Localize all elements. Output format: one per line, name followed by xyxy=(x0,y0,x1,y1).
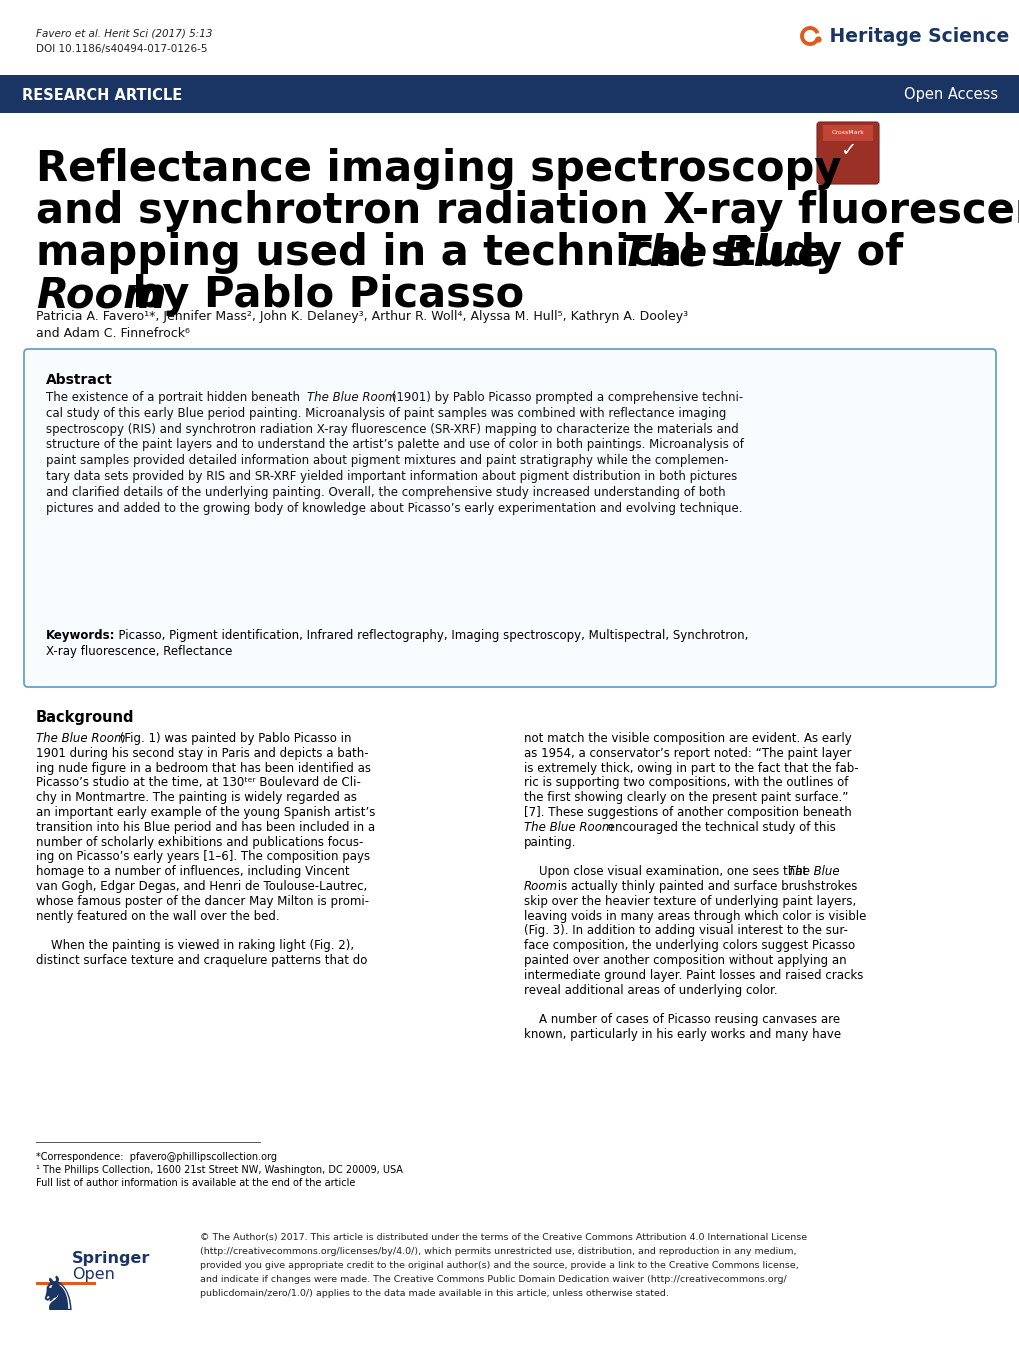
Text: structure of the paint layers and to understand the artist’s palette and use of : structure of the paint layers and to und… xyxy=(46,439,743,451)
Text: The Blue Room: The Blue Room xyxy=(524,821,612,833)
Text: Background: Background xyxy=(36,710,135,725)
Bar xyxy=(822,125,872,141)
Text: an important early example of the young Spanish artist’s: an important early example of the young … xyxy=(36,806,375,818)
Text: The Blue: The Blue xyxy=(788,866,839,878)
Text: (1901) by Pablo Picasso prompted a comprehensive techni-: (1901) by Pablo Picasso prompted a compr… xyxy=(387,392,743,404)
Text: tary data sets provided by RIS and SR-XRF yielded important information about pi: tary data sets provided by RIS and SR-XR… xyxy=(46,470,737,482)
Text: ing nude figure in a bedroom that has been identified as: ing nude figure in a bedroom that has be… xyxy=(36,762,371,775)
Text: A number of cases of Picasso reusing canvases are: A number of cases of Picasso reusing can… xyxy=(524,1014,840,1026)
Bar xyxy=(36,1282,96,1285)
Text: painted over another composition without applying an: painted over another composition without… xyxy=(524,954,846,967)
Text: The Blue Room: The Blue Room xyxy=(36,732,125,745)
Text: and clarified details of the underlying painting. Overall, the comprehensive stu: and clarified details of the underlying … xyxy=(46,486,725,499)
Text: Patricia A. Favero¹*, Jennifer Mass², John K. Delaney³, Arthur R. Woll⁴, Alyssa : Patricia A. Favero¹*, Jennifer Mass², Jo… xyxy=(36,310,688,322)
Text: whose famous poster of the dancer May Milton is promi-: whose famous poster of the dancer May Mi… xyxy=(36,894,369,908)
Text: encouraged the technical study of this: encouraged the technical study of this xyxy=(603,821,835,833)
Text: Upon close visual examination, one sees that: Upon close visual examination, one sees … xyxy=(524,866,810,878)
Text: homage to a number of influences, including Vincent: homage to a number of influences, includ… xyxy=(36,866,350,878)
Text: paint samples provided detailed information about pigment mixtures and paint str: paint samples provided detailed informat… xyxy=(46,454,728,467)
Text: skip over the heavier texture of underlying paint layers,: skip over the heavier texture of underly… xyxy=(524,894,855,908)
Text: cal study of this early Blue period painting. Microanalysis of paint samples was: cal study of this early Blue period pain… xyxy=(46,406,726,420)
Text: Open: Open xyxy=(72,1267,115,1282)
Text: and synchrotron radiation X-ray fluorescence: and synchrotron radiation X-ray fluoresc… xyxy=(36,190,1019,232)
Text: ric is supporting two compositions, with the outlines of: ric is supporting two compositions, with… xyxy=(524,776,848,790)
Text: chy in Montmartre. The painting is widely regarded as: chy in Montmartre. The painting is widel… xyxy=(36,791,357,805)
Text: number of scholarly exhibitions and publications focus-: number of scholarly exhibitions and publ… xyxy=(36,836,363,848)
Text: pictures and added to the growing body of knowledge about Picasso’s early experi: pictures and added to the growing body o… xyxy=(46,501,742,515)
Text: (Fig. 3). In addition to adding visual interest to the sur-: (Fig. 3). In addition to adding visual i… xyxy=(524,924,847,938)
Text: X-ray fluorescence, Reflectance: X-ray fluorescence, Reflectance xyxy=(46,645,232,659)
Text: When the painting is viewed in raking light (Fig. 2),: When the painting is viewed in raking li… xyxy=(36,939,354,953)
Text: van Gogh, Edgar Degas, and Henri de Toulouse-Lautrec,: van Gogh, Edgar Degas, and Henri de Toul… xyxy=(36,879,367,893)
Text: the first showing clearly on the present paint surface.”: the first showing clearly on the present… xyxy=(524,791,848,805)
Text: and indicate if changes were made. The Creative Commons Public Domain Dedication: and indicate if changes were made. The C… xyxy=(200,1275,786,1285)
Text: [7]. These suggestions of another composition beneath: [7]. These suggestions of another compos… xyxy=(524,806,851,818)
Text: ✓: ✓ xyxy=(839,141,855,160)
Text: leaving voids in many areas through which color is visible: leaving voids in many areas through whic… xyxy=(524,909,865,923)
Text: Abstract: Abstract xyxy=(46,373,113,388)
Text: is actually thinly painted and surface brushstrokes: is actually thinly painted and surface b… xyxy=(553,879,857,893)
Text: spectroscopy (RIS) and synchrotron radiation X-ray fluorescence (SR-XRF) mapping: spectroscopy (RIS) and synchrotron radia… xyxy=(46,423,738,435)
Text: painting.: painting. xyxy=(524,836,576,848)
Text: mapping used in a technical study of: mapping used in a technical study of xyxy=(36,232,917,274)
Text: (http://creativecommons.org/licenses/by/4.0/), which permits unrestricted use, d: (http://creativecommons.org/licenses/by/… xyxy=(200,1247,796,1256)
Text: nently featured on the wall over the bed.: nently featured on the wall over the bed… xyxy=(36,909,279,923)
Text: Keywords:: Keywords: xyxy=(46,629,115,642)
Text: distinct surface texture and craquelure patterns that do: distinct surface texture and craquelure … xyxy=(36,954,367,967)
Text: Reflectance imaging spectroscopy: Reflectance imaging spectroscopy xyxy=(36,148,841,190)
Text: Picasso’s studio at the time, at 130ᵗᵉʳ Boulevard de Cli-: Picasso’s studio at the time, at 130ᵗᵉʳ … xyxy=(36,776,361,790)
Bar xyxy=(0,75,1019,112)
Text: by Pablo Picasso: by Pablo Picasso xyxy=(118,274,524,316)
Text: Springer: Springer xyxy=(72,1251,150,1266)
Text: intermediate ground layer. Paint losses and raised cracks: intermediate ground layer. Paint losses … xyxy=(524,969,862,982)
Text: *Correspondence:  pfavero@phillipscollection.org: *Correspondence: pfavero@phillipscollect… xyxy=(36,1152,277,1163)
Text: Favero et al. Herit Sci (2017) 5:13: Favero et al. Herit Sci (2017) 5:13 xyxy=(36,28,212,38)
Text: Room: Room xyxy=(524,879,557,893)
Text: publicdomain/zero/1.0/) applies to the data made available in this article, unle: publicdomain/zero/1.0/) applies to the d… xyxy=(200,1289,668,1298)
Text: The Blue: The Blue xyxy=(621,232,824,274)
Text: is extremely thick, owing in part to the fact that the fab-: is extremely thick, owing in part to the… xyxy=(524,762,858,775)
Text: face composition, the underlying colors suggest Picasso: face composition, the underlying colors … xyxy=(524,939,854,953)
Text: not match the visible composition are evident. As early: not match the visible composition are ev… xyxy=(524,732,851,745)
Text: Open Access: Open Access xyxy=(903,88,997,103)
Text: ¹ The Phillips Collection, 1600 21st Street NW, Washington, DC 20009, USA: ¹ The Phillips Collection, 1600 21st Str… xyxy=(36,1165,403,1175)
Text: © The Author(s) 2017. This article is distributed under the terms of the Creativ: © The Author(s) 2017. This article is di… xyxy=(200,1233,806,1243)
Text: The Blue Room: The Blue Room xyxy=(307,392,396,404)
Text: CrossMark: CrossMark xyxy=(830,130,863,136)
Text: Picasso, Pigment identification, Infrared reflectography, Imaging spectroscopy, : Picasso, Pigment identification, Infrare… xyxy=(111,629,748,642)
Text: Full list of author information is available at the end of the article: Full list of author information is avail… xyxy=(36,1177,355,1188)
Text: (Fig. 1) was painted by Pablo Picasso in: (Fig. 1) was painted by Pablo Picasso in xyxy=(116,732,352,745)
Text: Heritage Science: Heritage Science xyxy=(822,27,1008,46)
Text: as 1954, a conservator’s report noted: “The paint layer: as 1954, a conservator’s report noted: “… xyxy=(524,747,851,760)
Text: known, particularly in his early works and many have: known, particularly in his early works a… xyxy=(524,1028,841,1041)
Text: The existence of a portrait hidden beneath: The existence of a portrait hidden benea… xyxy=(46,392,304,404)
Text: 1901 during his second stay in Paris and depicts a bath-: 1901 during his second stay in Paris and… xyxy=(36,747,368,760)
Text: transition into his Blue period and has been included in a: transition into his Blue period and has … xyxy=(36,821,375,833)
Text: provided you give appropriate credit to the original author(s) and the source, p: provided you give appropriate credit to … xyxy=(200,1262,798,1270)
Text: reveal additional areas of underlying color.: reveal additional areas of underlying co… xyxy=(524,984,776,996)
Text: ♞: ♞ xyxy=(36,1275,78,1320)
FancyBboxPatch shape xyxy=(24,350,995,687)
Text: Room: Room xyxy=(36,274,166,316)
Text: and Adam C. Finnefrock⁶: and Adam C. Finnefrock⁶ xyxy=(36,327,190,340)
Text: RESEARCH ARTICLE: RESEARCH ARTICLE xyxy=(22,88,182,103)
Text: ing on Picasso’s early years [1–6]. The composition pays: ing on Picasso’s early years [1–6]. The … xyxy=(36,851,370,863)
Text: DOI 10.1186/s40494-017-0126-5: DOI 10.1186/s40494-017-0126-5 xyxy=(36,43,207,54)
FancyBboxPatch shape xyxy=(816,122,878,184)
